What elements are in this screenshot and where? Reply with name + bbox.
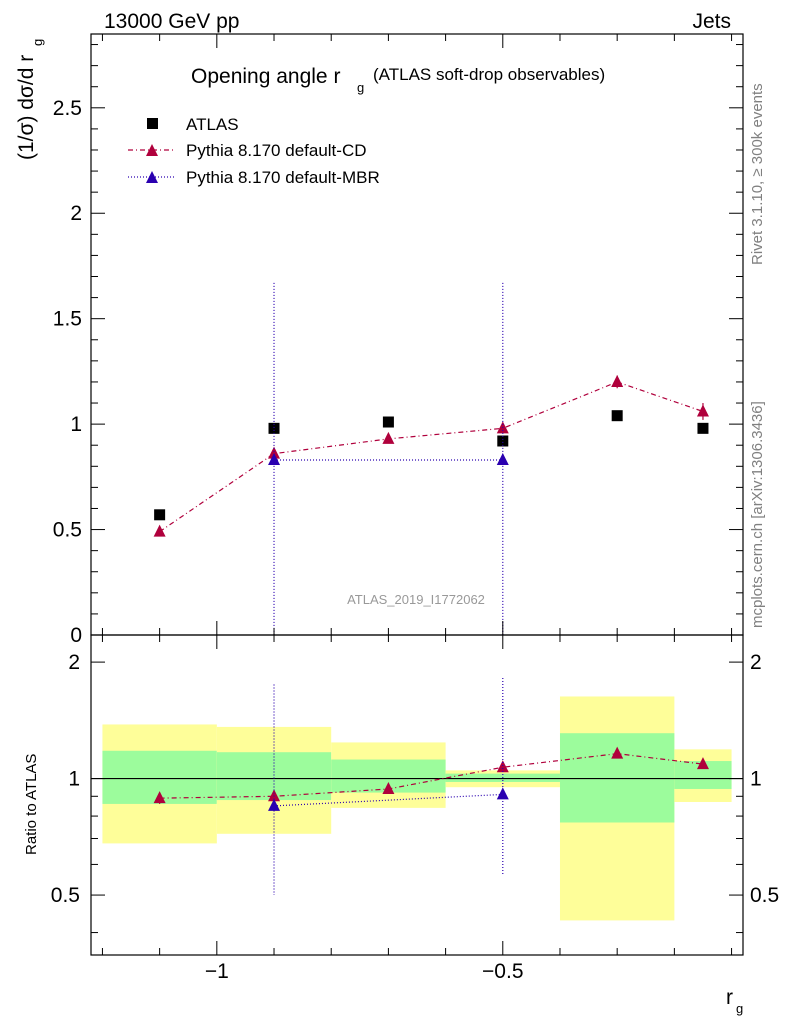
main-series-0-point-1 <box>268 422 280 434</box>
ratio-series-1-point-0 <box>268 798 281 811</box>
chart-title-paren: (ATLAS soft-drop observables) <box>373 65 605 84</box>
main-y-tick-label-4: 2 <box>70 202 82 225</box>
main-y-tick-label-1: 0.5 <box>53 519 82 542</box>
main-series-1-point-2 <box>382 431 395 444</box>
x-axis-title-subscript: g <box>736 1001 743 1016</box>
legend-mbr-marker <box>146 171 158 183</box>
y-axis-title-main-subscript: g <box>30 39 45 46</box>
legend-atlas-marker <box>147 118 158 129</box>
ratio-series-0-point-4 <box>611 746 624 759</box>
x-tick-label-0: −1 <box>205 960 229 983</box>
ratio-series-1-point-1 <box>496 787 509 800</box>
main-series-1-point-4 <box>611 374 624 387</box>
main-series-0-point-5 <box>697 422 709 434</box>
ratio-series-0-point-5 <box>696 757 709 770</box>
ratio-y-tick-label-right-0: 0.5 <box>750 884 779 907</box>
main-series-1-line <box>159 381 704 533</box>
main-series-0-point-2 <box>382 416 394 428</box>
chart-title-subscript: g <box>357 80 364 95</box>
rivet-side-label: Rivet 3.1.10, ≥ 300k events <box>749 83 766 265</box>
main-series-0-point-4 <box>611 410 623 422</box>
process-label: Jets <box>692 10 731 33</box>
main-series-0-point-0 <box>154 509 166 521</box>
ratio-y-tick-label-right-1: 1 <box>750 768 762 791</box>
y-axis-title-ratio: Ratio to ATLAS <box>23 754 40 855</box>
legend-cd-label: Pythia 8.170 default-CD <box>186 141 367 160</box>
x-axis-title: r <box>726 986 733 1009</box>
legend-cd-marker <box>146 144 158 156</box>
axes: −1 −0.5 0 0.5 1 1.5 2 2.5 0.5 0.5 1 1 2 2 <box>51 34 779 983</box>
main-series-2-point-1 <box>496 452 509 465</box>
ratio-panel-content <box>91 677 743 921</box>
main-series-2-point-0 <box>268 452 281 465</box>
ratio-series-0-point-1 <box>268 789 281 802</box>
ratio-y-tick-label-right-2: 2 <box>750 651 762 674</box>
ratio-y-tick-label-left-2: 2 <box>68 651 80 674</box>
ratio-series-1-line <box>273 793 503 807</box>
main-y-tick-label-2: 1 <box>70 413 82 436</box>
main-y-tick-label-5: 2.5 <box>53 97 82 120</box>
main-panel-content <box>153 282 709 635</box>
main-series-0-point-3 <box>497 435 509 447</box>
main-y-tick-label-3: 1.5 <box>53 308 82 331</box>
ratio-series-0-point-3 <box>496 760 509 773</box>
main-y-tick-label-0: 0 <box>70 624 82 647</box>
chart-title: Opening angle r <box>191 65 340 88</box>
main-series-1-point-0 <box>153 524 166 537</box>
x-tick-label-1: −0.5 <box>482 960 523 983</box>
ratio-series-0-point-0 <box>153 791 166 804</box>
analysis-watermark: ATLAS_2019_I1772062 <box>347 592 485 607</box>
ratio-inner-band-4 <box>559 733 675 823</box>
y-axis-title-main: (1/σ) dσ/d r <box>15 55 38 160</box>
mcplots-side-label: mcplots.cern.ch [arXiv:1306.3436] <box>749 401 766 628</box>
legend-atlas-label: ATLAS <box>186 115 239 134</box>
legend: ATLAS Pythia 8.170 default-CD Pythia 8.1… <box>128 115 380 187</box>
energy-label: 13000 GeV pp <box>104 10 239 33</box>
ratio-y-tick-label-left-1: 1 <box>68 768 80 791</box>
ratio-y-tick-label-left-0: 0.5 <box>51 884 80 907</box>
main-series-1-point-5 <box>696 404 709 417</box>
legend-mbr-label: Pythia 8.170 default-MBR <box>186 168 380 187</box>
main-series-1-point-1 <box>268 446 281 459</box>
ratio-series-0-point-2 <box>382 781 395 794</box>
ratio-panel-frame <box>90 634 744 956</box>
